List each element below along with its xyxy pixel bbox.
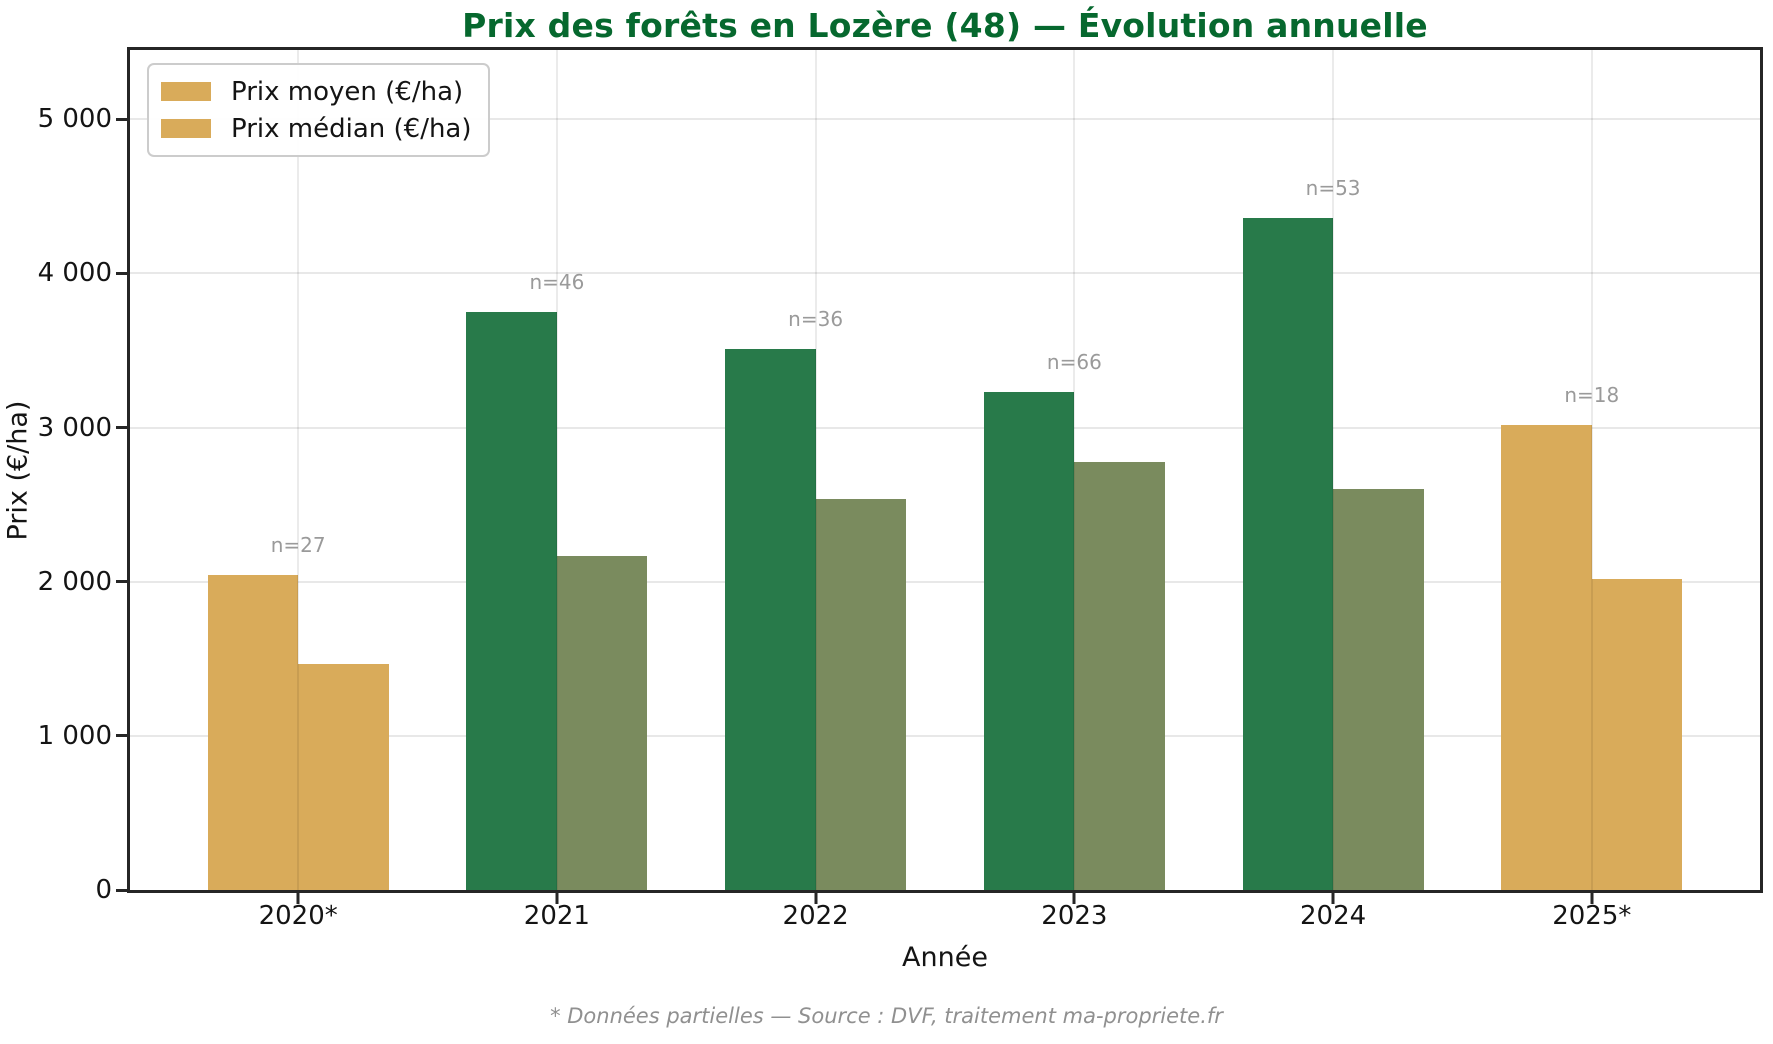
v-gridline: [1073, 50, 1076, 890]
y-tick-mark: [116, 734, 127, 738]
y-tick-label: 1 000: [37, 720, 112, 751]
count-label: n=46: [529, 270, 585, 295]
y-tick-mark: [116, 580, 127, 584]
h-gridline: [130, 734, 1760, 737]
bar-median-2025: [1591, 579, 1683, 890]
chart-title: Prix des forêts en Lozère (48) — Évoluti…: [462, 6, 1428, 45]
h-gridline: [130, 580, 1760, 583]
plot-area: n=27 n=46 n=36 n=66 n=53 n=18: [127, 47, 1763, 893]
legend-swatch: [161, 119, 211, 138]
v-gridline: [814, 50, 817, 890]
y-tick-label: 2 000: [37, 566, 112, 597]
bar-mean-2023: [983, 392, 1075, 890]
count-label: n=27: [270, 532, 326, 557]
bar-median-2021: [556, 555, 648, 890]
bar-median-2020: [298, 664, 389, 890]
x-tick-label: 2023: [1041, 901, 1108, 931]
y-tick-label: 3 000: [37, 412, 112, 443]
y-tick-mark: [116, 888, 127, 892]
h-gridline: [130, 118, 1760, 121]
x-tick-mark: [1072, 893, 1076, 904]
x-tick-mark: [296, 893, 300, 904]
y-tick-label: 5 000: [37, 104, 112, 135]
x-tick-mark: [814, 893, 818, 904]
count-label: n=18: [1564, 382, 1620, 407]
bar-mean-2021: [466, 312, 557, 890]
y-tick-label: 4 000: [37, 258, 112, 289]
legend-row: Prix médian (€/ha): [161, 110, 472, 147]
y-tick-mark: [116, 426, 127, 430]
legend-label: Prix moyen (€/ha): [231, 76, 464, 107]
count-label: n=36: [788, 307, 844, 332]
y-tick-mark: [116, 117, 127, 121]
count-label: n=53: [1305, 176, 1361, 200]
bar-median-2023: [1074, 461, 1165, 890]
x-tick-mark: [1590, 893, 1594, 904]
bar-mean-2022: [725, 349, 816, 890]
bar-median-2024: [1333, 488, 1424, 890]
legend: Prix moyen (€/ha) Prix médian (€/ha): [147, 63, 490, 157]
y-tick-mark: [116, 271, 127, 275]
v-gridline: [1332, 50, 1335, 890]
x-tick-label: 2022: [782, 901, 849, 931]
x-tick-label: 2025*: [1552, 901, 1632, 931]
h-gridline: [130, 272, 1760, 275]
x-tick-label: 2024: [1300, 901, 1367, 931]
legend-swatch: [161, 82, 211, 101]
bar-median-2022: [815, 499, 907, 890]
v-gridline: [297, 50, 300, 890]
x-axis-label: Année: [902, 942, 988, 973]
v-gridline: [555, 50, 558, 890]
x-tick-label: 2020*: [258, 901, 338, 931]
bar-mean-2020: [207, 574, 299, 890]
footnote: * Données partielles — Source : DVF, tra…: [550, 1004, 1223, 1028]
bar-mean-2024: [1242, 218, 1334, 890]
x-tick-label: 2021: [523, 901, 590, 931]
legend-row: Prix moyen (€/ha): [161, 73, 472, 110]
x-tick-mark: [1331, 893, 1335, 904]
h-gridline: [130, 426, 1760, 429]
bar-mean-2025: [1501, 424, 1592, 890]
y-tick-label: 0: [95, 875, 112, 905]
count-label: n=66: [1046, 350, 1102, 375]
v-gridline: [1590, 50, 1593, 890]
legend-label: Prix médian (€/ha): [231, 113, 472, 144]
x-tick-mark: [555, 893, 559, 904]
